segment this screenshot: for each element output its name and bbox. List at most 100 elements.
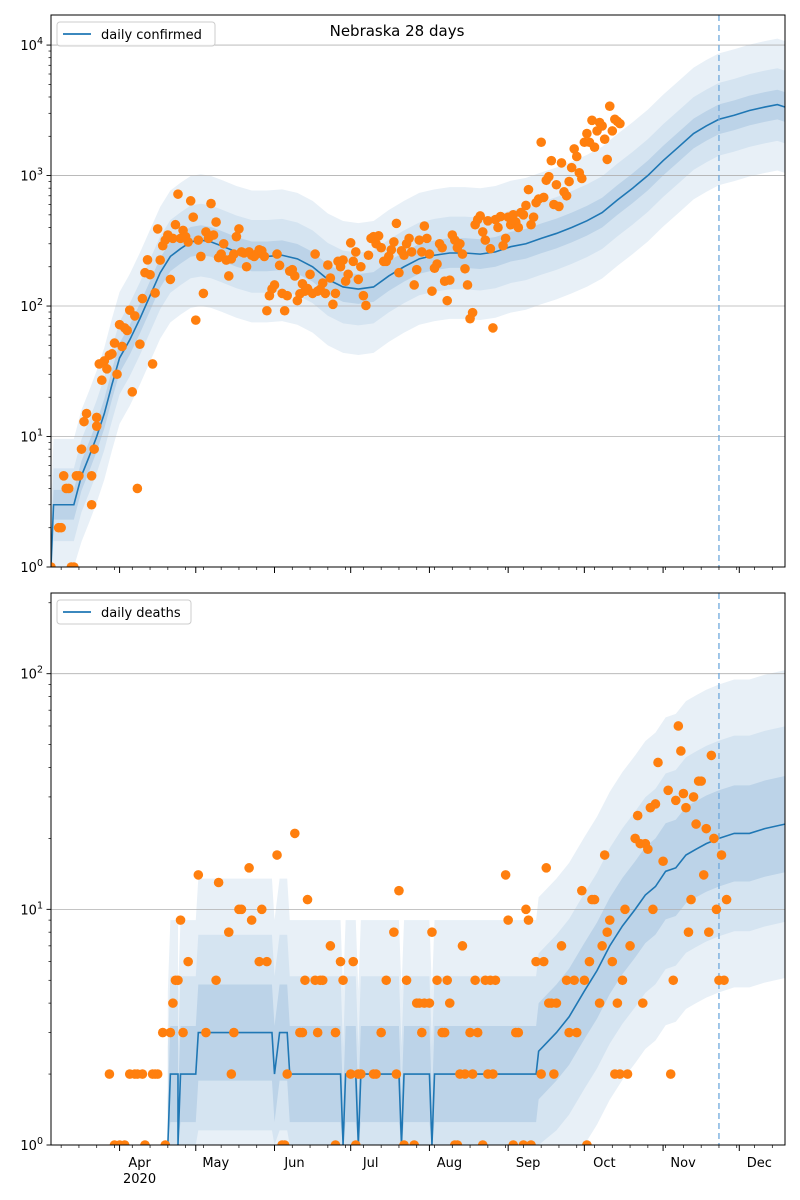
observed-point xyxy=(173,189,183,199)
observed-point xyxy=(361,300,371,311)
observed-point xyxy=(615,1069,625,1079)
observed-point xyxy=(69,562,79,567)
y-tick-label: 101 xyxy=(20,428,43,446)
observed-point xyxy=(81,408,92,419)
observed-point xyxy=(117,341,127,352)
observed-point xyxy=(165,274,176,285)
observed-point xyxy=(127,387,138,397)
legend-box xyxy=(56,21,216,47)
observed-point xyxy=(302,894,313,905)
observed-point xyxy=(142,255,153,265)
observed-point xyxy=(345,238,356,248)
observed-point xyxy=(104,1069,115,1079)
observed-point xyxy=(678,788,689,799)
observed-point xyxy=(706,750,717,761)
observed-point xyxy=(358,290,369,301)
observed-point xyxy=(612,998,623,1008)
uncertainty-band-inner xyxy=(167,776,785,1145)
observed-point xyxy=(417,1027,427,1038)
observed-point xyxy=(175,915,186,925)
observed-point xyxy=(500,870,511,880)
legend-label: daily deaths xyxy=(101,606,181,621)
observed-point xyxy=(196,251,206,262)
observed-point xyxy=(122,325,132,336)
observed-point xyxy=(262,956,272,967)
observed-point xyxy=(521,904,531,915)
observed-point xyxy=(109,338,120,348)
observed-point xyxy=(173,975,183,986)
observed-point xyxy=(437,242,447,253)
observed-point xyxy=(317,278,328,288)
x-tick-label: Sep xyxy=(516,1156,541,1171)
observed-point xyxy=(716,850,727,860)
observed-point xyxy=(546,155,557,166)
y-tick-label: 101 xyxy=(20,900,43,918)
observed-point xyxy=(556,941,567,951)
observed-point xyxy=(597,941,607,951)
observed-point xyxy=(485,243,496,254)
observed-point xyxy=(543,171,554,182)
observed-point xyxy=(569,975,579,986)
observed-point xyxy=(211,217,221,227)
observed-point xyxy=(269,280,280,290)
observed-point xyxy=(676,746,686,756)
observed-point xyxy=(508,210,519,220)
observed-point xyxy=(188,212,199,222)
observed-point xyxy=(91,421,102,431)
plot-area xyxy=(51,593,785,1145)
legend-box xyxy=(56,599,192,625)
x-tick-label: Nov xyxy=(670,1156,696,1171)
observed-point xyxy=(343,269,353,280)
observed-point xyxy=(300,975,310,986)
observed-point xyxy=(673,721,684,731)
observed-point xyxy=(409,1140,419,1145)
observed-point xyxy=(406,247,417,257)
observed-point xyxy=(691,819,701,829)
observed-point xyxy=(465,1027,475,1038)
observed-point xyxy=(371,1069,381,1079)
observed-point xyxy=(107,349,117,359)
observed-point xyxy=(76,444,87,454)
observed-point xyxy=(589,142,600,152)
observed-point xyxy=(523,184,534,195)
observed-point xyxy=(389,237,399,247)
observed-point xyxy=(132,483,143,494)
observed-point xyxy=(536,137,546,148)
observed-point xyxy=(320,288,331,299)
observed-point xyxy=(226,1069,237,1079)
y-tick-label: 104 xyxy=(20,36,43,54)
observed-point xyxy=(170,219,181,230)
model-line xyxy=(167,823,785,1145)
observed-point xyxy=(561,190,572,201)
observed-point xyxy=(704,927,714,937)
observed-point xyxy=(528,212,539,222)
y-tick-label: 103 xyxy=(20,167,43,185)
confirmed-panel: 100 101 102 103 104 daily confirmed xyxy=(20,14,786,576)
observed-point xyxy=(503,915,513,925)
observed-point xyxy=(483,216,493,226)
observed-point xyxy=(637,998,648,1008)
observed-point xyxy=(399,1140,409,1145)
observed-point xyxy=(223,927,234,937)
observed-point xyxy=(201,1027,211,1038)
observed-point xyxy=(185,196,196,206)
observed-point xyxy=(538,192,549,203)
observed-point xyxy=(683,927,694,937)
observed-point xyxy=(409,280,419,290)
observed-point xyxy=(424,249,435,259)
observed-point xyxy=(457,249,468,259)
observed-point xyxy=(356,1069,366,1079)
observed-point xyxy=(328,299,338,310)
observed-point xyxy=(604,915,615,925)
observed-point xyxy=(348,956,359,967)
observed-point xyxy=(439,1027,450,1038)
observed-point xyxy=(643,844,653,854)
observed-point xyxy=(394,267,404,278)
observed-point xyxy=(152,224,163,234)
observed-point xyxy=(325,273,336,283)
observed-point xyxy=(617,975,628,986)
observed-point xyxy=(254,956,265,967)
observed-point xyxy=(373,231,384,241)
observed-point xyxy=(168,998,178,1008)
observed-point xyxy=(155,255,166,265)
